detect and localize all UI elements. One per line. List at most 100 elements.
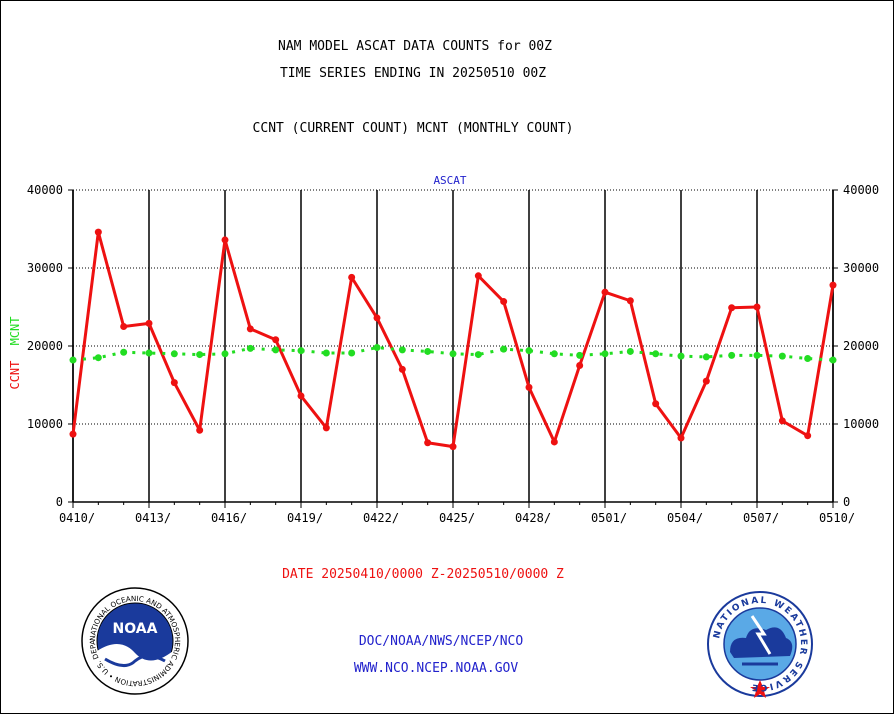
y-tick-label-left: 40000 — [27, 183, 63, 197]
credit-line1: DOC/NOAA/NWS/NCEP/NCO — [359, 634, 524, 649]
data-point-ccnt — [474, 272, 482, 280]
data-point-ccnt — [652, 400, 660, 408]
y-axis-label-mcnt: MCNT — [8, 316, 22, 345]
data-point-mcnt — [829, 356, 837, 364]
x-tick-label: 0510/ — [819, 511, 855, 525]
noaa-logo-text: NOAA — [113, 621, 158, 637]
x-tick-label: 0422/ — [363, 511, 399, 525]
series — [69, 228, 837, 451]
data-point-mcnt — [652, 350, 660, 358]
credit-line2: WWW.NCO.NCEP.NOAA.GOV — [354, 661, 519, 676]
y-tick-labels-right: 0 10000 20000 30000 40000 — [843, 183, 879, 509]
data-point-mcnt — [500, 345, 508, 353]
date-range-label: DATE 20250410/0000 Z-20250510/0000 Z — [282, 567, 564, 582]
data-point-mcnt — [272, 346, 280, 354]
chart-subtitle: CCNT (CURRENT COUNT) MCNT (MONTHLY COUNT… — [253, 121, 574, 136]
grid — [72, 189, 834, 502]
data-point-mcnt — [550, 350, 558, 358]
series-ccnt — [69, 228, 837, 451]
series-mcnt — [69, 344, 837, 364]
data-point-ccnt — [246, 325, 254, 333]
data-point-mcnt — [322, 349, 330, 357]
chart-title-line2: TIME SERIES ENDING IN 20250510 00Z — [280, 66, 546, 81]
y-tick-label-left: 30000 — [27, 261, 63, 275]
data-point-ccnt — [677, 434, 685, 442]
data-point-mcnt — [424, 347, 432, 355]
data-point-ccnt — [145, 319, 153, 327]
data-point-mcnt — [601, 350, 609, 358]
data-point-ccnt — [221, 236, 229, 244]
data-point-ccnt — [550, 438, 558, 446]
data-point-mcnt — [449, 350, 457, 358]
x-tick-label: 0410/ — [59, 511, 95, 525]
data-point-ccnt — [322, 424, 330, 432]
data-point-ccnt — [120, 323, 128, 330]
noaa-logo: NOAA NATIONAL OCEANIC AND ATMOSPHERIC AD… — [81, 587, 189, 695]
data-point-mcnt — [297, 347, 305, 355]
data-point-mcnt — [170, 350, 178, 358]
data-point-ccnt — [170, 379, 178, 387]
data-point-ccnt — [398, 365, 406, 373]
y-axis-label-ccnt: CCNT — [8, 361, 22, 390]
nws-logo: NATIONAL WEATHER SERVICE — [707, 591, 813, 698]
data-point-ccnt — [69, 430, 77, 438]
y-tick-label-right: 0 — [843, 495, 850, 509]
data-point-mcnt — [373, 344, 381, 352]
panel-label: ASCAT — [433, 174, 466, 187]
y-tick-label-right: 30000 — [843, 261, 879, 275]
y-tick-label-right: 20000 — [843, 339, 879, 353]
data-point-ccnt — [804, 432, 812, 440]
data-point-ccnt — [500, 298, 508, 306]
y-tick-label-left: 10000 — [27, 417, 63, 431]
data-point-ccnt — [778, 417, 786, 425]
x-tick-label: 0507/ — [743, 511, 779, 525]
data-point-mcnt — [221, 350, 229, 358]
data-point-mcnt — [677, 352, 685, 360]
x-tick-label: 0504/ — [667, 511, 703, 525]
data-point-ccnt — [753, 303, 761, 311]
data-point-mcnt — [576, 351, 584, 359]
data-point-mcnt — [196, 351, 204, 359]
y-tick-labels-left: 0 10000 20000 30000 40000 — [27, 183, 63, 509]
chart-title-line1: NAM MODEL ASCAT DATA COUNTS for 00Z — [278, 39, 552, 54]
data-point-ccnt — [373, 314, 381, 322]
data-point-ccnt — [601, 288, 609, 296]
data-point-mcnt — [626, 347, 634, 355]
y-tick-label-right: 10000 — [843, 417, 879, 431]
data-point-mcnt — [728, 351, 736, 359]
data-point-ccnt — [525, 383, 533, 391]
y-tick-label-left: 20000 — [27, 339, 63, 353]
x-tick-label: 0419/ — [287, 511, 323, 525]
y-tick-label-right: 40000 — [843, 183, 879, 197]
data-point-ccnt — [297, 392, 305, 400]
data-point-mcnt — [120, 348, 128, 356]
x-tick-label: 0501/ — [591, 511, 627, 525]
data-point-ccnt — [576, 362, 584, 369]
data-point-mcnt — [804, 354, 812, 362]
data-point-ccnt — [449, 443, 457, 451]
data-point-ccnt — [94, 228, 102, 236]
x-tick-label: 0416/ — [211, 511, 247, 525]
data-point-ccnt — [196, 426, 204, 434]
x-tick-label: 0425/ — [439, 511, 475, 525]
data-point-ccnt — [728, 304, 736, 312]
y-axis-label: CCNT MCNT — [8, 316, 22, 389]
data-point-ccnt — [626, 297, 634, 305]
data-point-mcnt — [348, 349, 356, 357]
data-point-mcnt — [94, 354, 102, 362]
data-point-mcnt — [525, 347, 533, 355]
data-point-ccnt — [829, 281, 837, 289]
data-point-mcnt — [702, 353, 710, 361]
axes — [68, 189, 838, 508]
data-point-ccnt — [272, 336, 280, 344]
data-point-mcnt — [69, 356, 77, 364]
data-point-mcnt — [474, 351, 482, 359]
x-tick-label: 0413/ — [135, 511, 171, 525]
data-point-ccnt — [424, 439, 432, 447]
data-point-mcnt — [145, 349, 153, 357]
x-tick-labels: 0410/0413/0416/0419/0422/0425/0428/0501/… — [59, 511, 855, 525]
x-tick-label: 0428/ — [515, 511, 551, 525]
data-point-mcnt — [398, 346, 406, 354]
